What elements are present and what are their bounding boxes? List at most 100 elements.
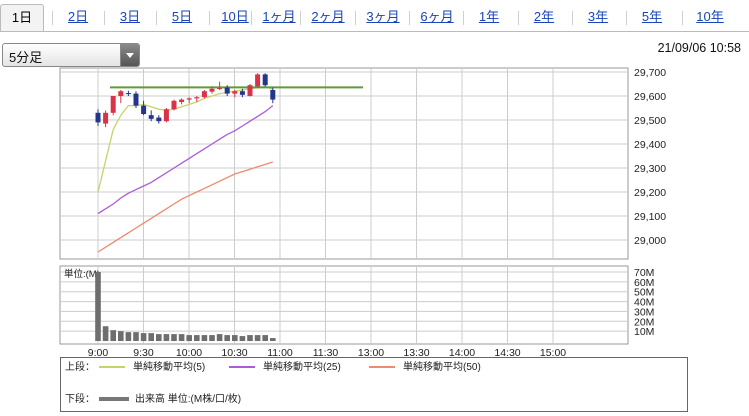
tab-7[interactable]: 3ヶ月 [366, 9, 400, 24]
candle-body [110, 96, 116, 113]
tab-10[interactable]: 2年 [533, 9, 555, 24]
tab-1[interactable]: 2日 [67, 9, 89, 24]
tab-0[interactable]: 1日 [0, 4, 44, 32]
tab-11[interactable]: 3年 [587, 9, 609, 24]
tab-separator [251, 11, 252, 25]
x-tick-label: 14:30 [494, 347, 520, 357]
volume-bar [133, 332, 139, 341]
tab-8[interactable]: 6ヶ月 [420, 9, 454, 24]
x-tick-label: 10:30 [221, 347, 247, 357]
interval-select[interactable]: 5分足 [2, 43, 140, 67]
legend-upper-label: 上段： [65, 362, 95, 373]
tab-13[interactable]: 10年 [696, 9, 724, 24]
volume-y-tick-label: 40M [634, 297, 654, 309]
price-panel [59, 67, 629, 260]
legend-volume-label: 出来高 単位:(M株/口/枚) [135, 394, 242, 405]
tab-separator [572, 11, 573, 25]
interval-select-value: 5分足 [9, 50, 43, 65]
ma-line-1 [97, 105, 274, 215]
candle-body [179, 99, 185, 102]
tab-12[interactable]: 5年 [641, 9, 663, 24]
x-tick-label: 14:00 [449, 347, 475, 357]
volume-y-tick-label: 70M [634, 267, 654, 279]
volume-y-tick-label: 20M [634, 316, 654, 328]
candle-body [125, 93, 131, 95]
tab-separator [209, 11, 210, 25]
tab-separator [156, 11, 157, 25]
volume-bar [140, 333, 147, 341]
legend-ma25: 単純移動平均(25) [229, 361, 341, 375]
volume-bar [262, 335, 268, 341]
legend-ma50: 単純移動平均(50) [369, 361, 481, 375]
tab-separator [626, 11, 627, 25]
x-tick-label: 11:00 [267, 347, 293, 357]
candle-body [270, 90, 276, 100]
candle-body [194, 97, 200, 99]
volume-swatch [99, 397, 129, 402]
candle-body [103, 112, 109, 124]
volume-bar [163, 334, 170, 341]
period-tabs: 1日 2日 3日 5日 10日 1ヶ月 2ヶ月 3ヶ月 6ヶ月 1年 2年 3年 5年 10年 [0, 4, 749, 32]
candle-body [171, 100, 177, 110]
tab-separator [104, 11, 105, 25]
candle-body [141, 105, 147, 114]
candle-body [201, 91, 207, 98]
candle-body [255, 74, 261, 87]
tab-6[interactable]: 2ヶ月 [311, 9, 345, 24]
candle-body [239, 91, 245, 95]
volume-bar [216, 334, 223, 341]
candle-body [209, 88, 215, 92]
volume-bar [186, 335, 192, 341]
tab-2[interactable]: 3日 [119, 9, 141, 24]
volume-bar [194, 335, 200, 341]
tab-4[interactable]: 10日 [221, 9, 249, 24]
x-tick-label: 13:00 [358, 347, 384, 357]
volume-panel [59, 265, 629, 345]
tab-5[interactable]: 1ヶ月 [262, 9, 296, 24]
volume-bar [110, 330, 116, 341]
volume-bar [201, 335, 208, 341]
legend-ma5-label: 単純移動平均(5) [133, 362, 206, 373]
volume-y-tick-label: 30M [634, 306, 654, 318]
volume-bar [270, 338, 276, 341]
y-tick-label: 29,700 [634, 67, 666, 79]
tab-3[interactable]: 5日 [171, 9, 193, 24]
volume-bar [156, 334, 162, 341]
tab-9[interactable]: 1年 [478, 9, 500, 24]
tab-separator [300, 11, 301, 25]
volume-bar [148, 333, 154, 341]
candle-body [163, 109, 169, 122]
tab-separator [682, 11, 683, 25]
candle-body [118, 91, 124, 96]
chevron-down-icon[interactable] [120, 44, 139, 66]
chart-legend: 上段： 単純移動平均(5) 単純移動平均(25) 単純移動平均(50) 下段： … [60, 357, 688, 412]
x-tick-label: 9:30 [133, 347, 154, 357]
tab-separator [409, 11, 410, 25]
y-tick-label: 29,400 [634, 139, 666, 151]
x-tick-label: 15:00 [540, 347, 566, 357]
ma-line-0 [97, 85, 274, 193]
candle-body [247, 85, 253, 96]
volume-bar [118, 331, 124, 341]
candle-body [186, 98, 192, 100]
y-tick-label: 29,600 [634, 91, 666, 103]
volume-bar [171, 334, 177, 341]
y-tick-label: 29,300 [634, 163, 666, 175]
legend-lower-label: 下段： [65, 394, 95, 405]
volume-y-tick-label: 60M [634, 277, 654, 289]
y-tick-label: 29,200 [634, 187, 666, 199]
legend-volume: 出来高 単位:(M株/口/枚) [99, 393, 241, 407]
candle-body [232, 91, 238, 94]
candle-body [224, 87, 230, 94]
candle-body [133, 93, 139, 106]
candle-body [148, 115, 154, 119]
ma25-swatch [229, 366, 255, 369]
tab-underline [0, 31, 749, 32]
candle-body [262, 74, 268, 86]
volume-bar [224, 335, 230, 341]
volume-bar [95, 272, 101, 341]
legend-ma5: 単純移動平均(5) [99, 361, 205, 375]
timestamp: 21/09/06 10:58 [657, 41, 741, 55]
x-tick-label: 10:00 [176, 347, 202, 357]
x-tick-label: 9:00 [88, 347, 109, 357]
